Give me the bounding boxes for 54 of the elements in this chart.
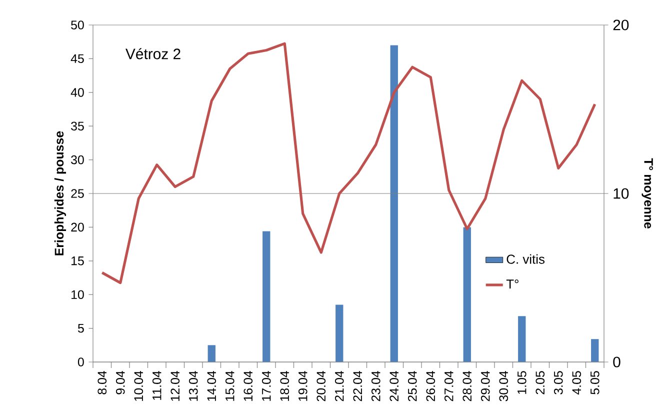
bar: [591, 339, 599, 362]
annotation: Vétroz 2: [126, 48, 180, 60]
x-tick-label: 27.04: [444, 370, 454, 402]
x-tick-label: 28.04: [462, 370, 472, 402]
y-tick-label: 20: [71, 222, 84, 232]
legend-label: T°: [506, 280, 518, 289]
y-axis-title: Eriophyides / pousse: [54, 131, 66, 256]
x-tick-label: 18.04: [280, 370, 290, 401]
x-tick-label: 20.04: [316, 370, 326, 402]
x-tick-label: 12.04: [170, 370, 180, 401]
x-tick-label: 9.04: [116, 370, 125, 394]
x-tick-label: 17.04: [262, 370, 271, 401]
y2-axis-title: T° moyenne: [642, 158, 653, 228]
x-tick-label: 13.04: [188, 370, 198, 401]
bar: [262, 231, 270, 362]
x-tick-label: 25.04: [408, 370, 417, 402]
y-tick-label: 0: [78, 358, 84, 366]
y2-tick-label: 10: [614, 188, 629, 199]
y-tick-label: 50: [71, 20, 84, 30]
bar: [390, 45, 398, 362]
x-tick-label: 5.05: [590, 371, 600, 394]
x-tick-label: 26.04: [426, 370, 436, 402]
x-tick-label: 4.05: [572, 371, 582, 395]
x-tick-label: 21.04: [334, 370, 344, 402]
bar: [518, 316, 526, 362]
y-tick-label: 40: [70, 88, 84, 97]
x-tick-label: 8.04: [98, 370, 107, 394]
x-tick-label: 14.04: [207, 370, 216, 401]
bar: [463, 227, 471, 362]
x-tick-label: 16.04: [244, 370, 253, 401]
y-tick-label: 25: [71, 189, 84, 198]
y-tick-label: 45: [70, 54, 84, 64]
y2-tick-label: 0: [613, 356, 620, 368]
x-tick-label: 15.04: [225, 370, 234, 401]
legend-label: C. vitis: [506, 254, 545, 264]
x-tick-label: 23.04: [371, 370, 380, 402]
x-tick-label: 29.04: [480, 370, 490, 402]
x-tick-label: 24.04: [390, 370, 399, 402]
x-tick-label: 3.05: [554, 371, 563, 394]
y-tick-label: 35: [71, 122, 84, 131]
x-tick-label: 30.04: [499, 370, 508, 402]
y-tick-label: 15: [72, 256, 84, 266]
x-tick-label: 22.04: [353, 370, 362, 402]
y2-tick-label: 20: [613, 20, 629, 30]
y-tick-label: 5: [78, 324, 84, 333]
x-tick-label: 2.05: [536, 371, 545, 394]
x-tick-label: 1.05: [517, 371, 526, 394]
bar: [336, 304, 344, 362]
y-tick-label: 10: [72, 290, 84, 300]
x-tick-label: 19.04: [298, 370, 308, 401]
x-tick-label: 11.04: [152, 370, 162, 400]
bar: [208, 345, 216, 362]
y-tick-label: 30: [71, 155, 84, 164]
x-tick-label: 10.04: [134, 370, 144, 401]
